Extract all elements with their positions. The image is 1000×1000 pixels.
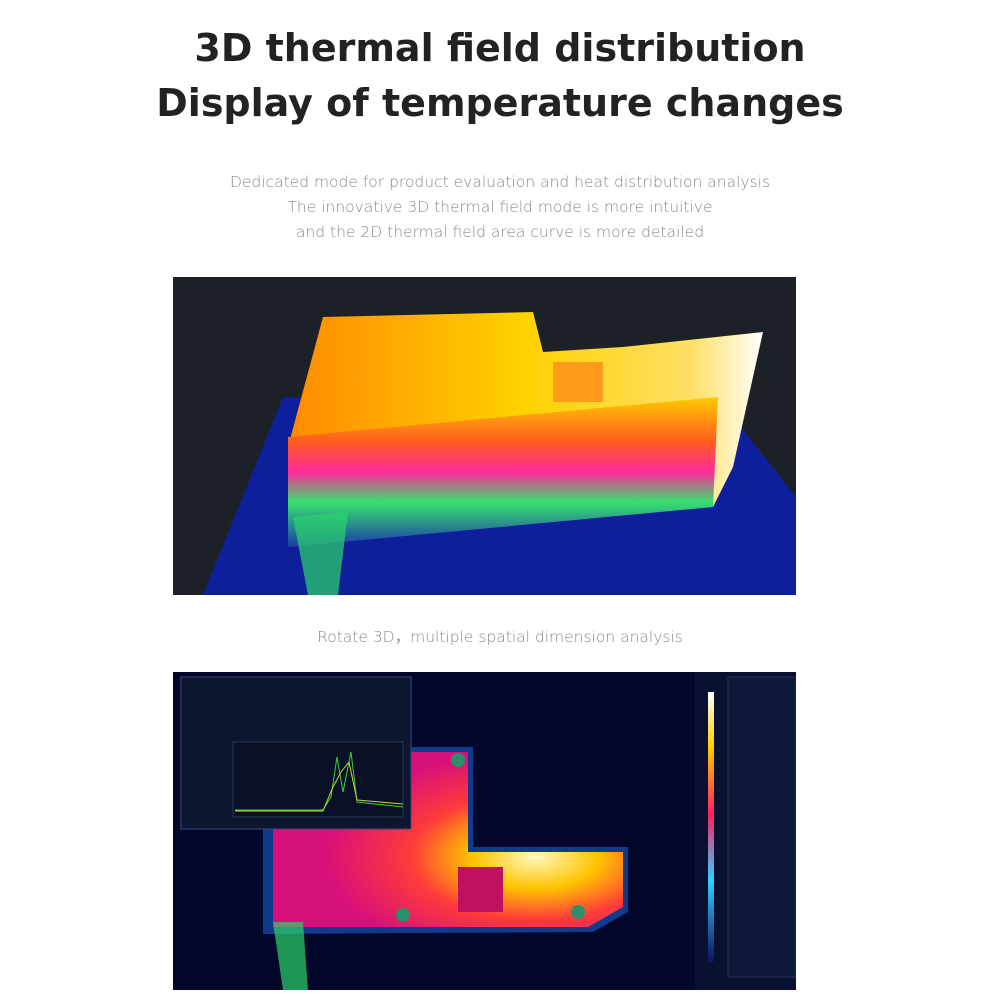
thermal-3d-image	[173, 277, 796, 595]
thermal-2d-screenshot	[173, 672, 796, 990]
description-line: Dedicated mode for product evaluation an…	[229, 173, 771, 191]
image-caption: Rotate 3D，multiple spatial dimension ana…	[317, 628, 683, 646]
description-line: The innovative 3D thermal field mode is …	[287, 198, 713, 216]
title-line: Display of temperature changes	[156, 81, 844, 125]
description-line: and the 2D thermal field area curve is m…	[295, 223, 705, 241]
title-line: 3D thermal field distribution	[194, 26, 806, 70]
